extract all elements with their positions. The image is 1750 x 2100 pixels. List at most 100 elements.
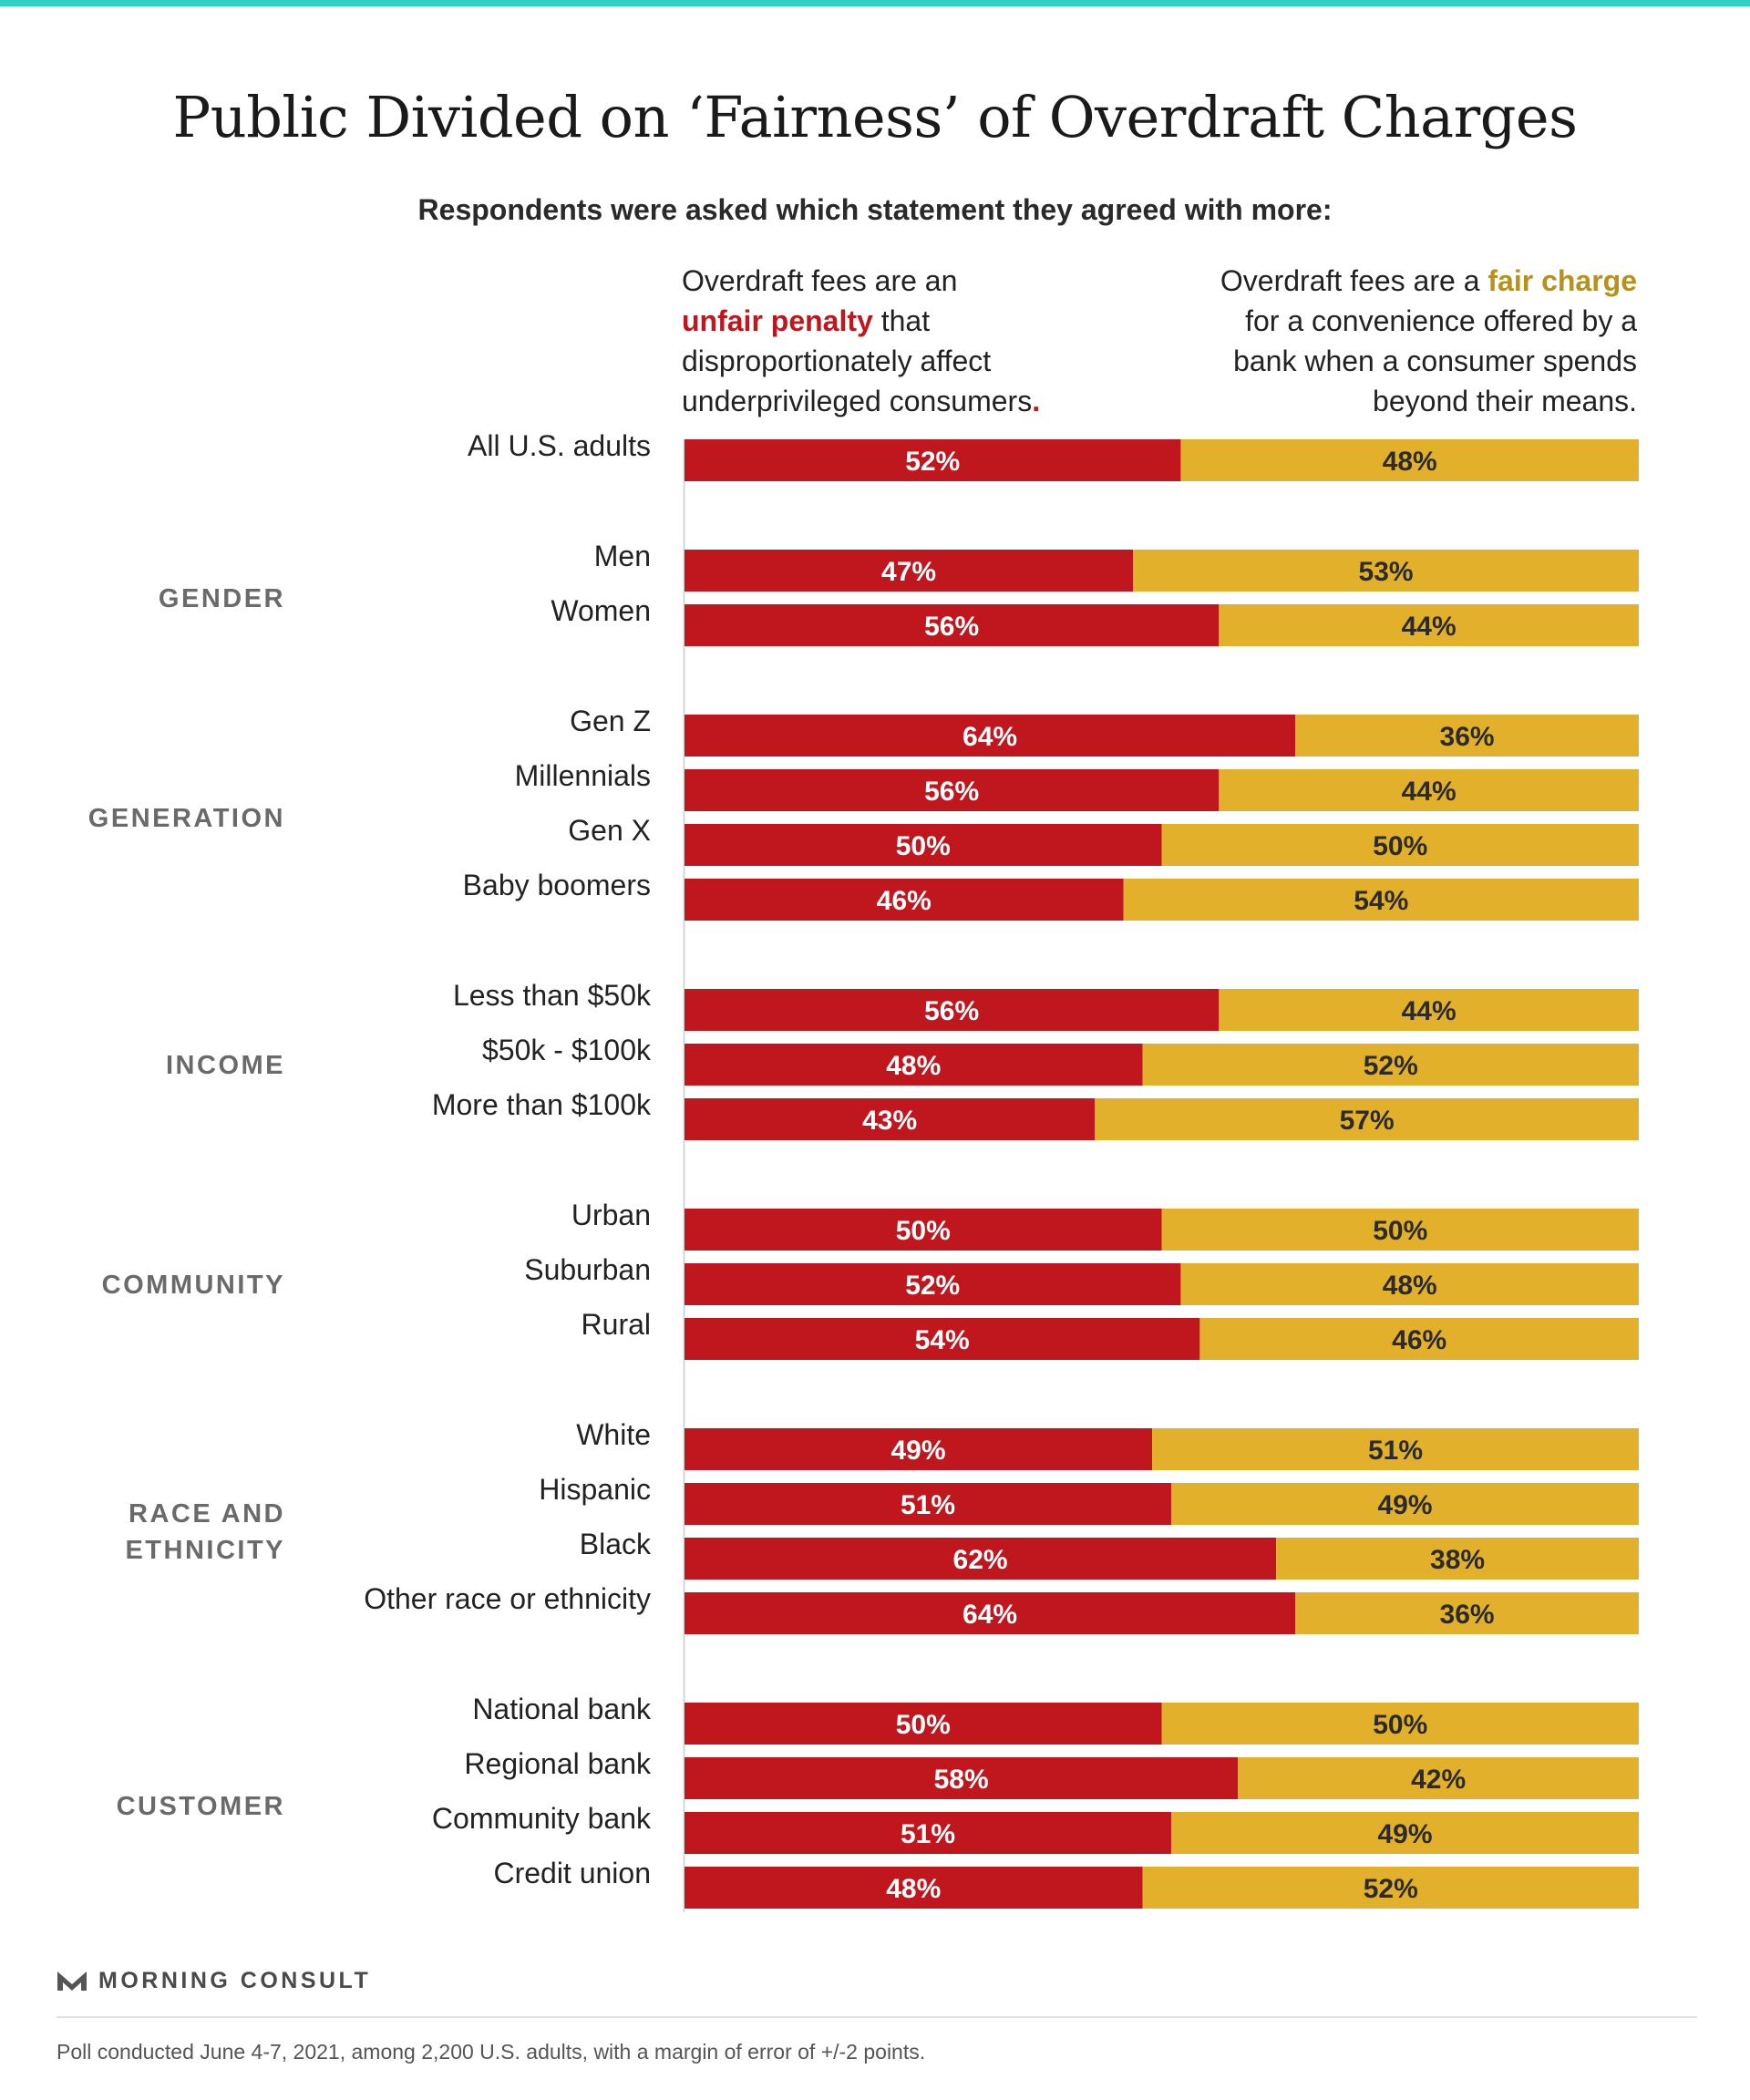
bar-fair-regional-bank xyxy=(1238,1757,1639,1799)
statement-unfair-line4-text: underprivileged consumers xyxy=(682,385,1033,417)
value-label-unfair-credit-union: 48% xyxy=(886,1874,941,1904)
category-label-baby-boomers: Baby boomers xyxy=(463,869,651,901)
category-label-credit-union: Credit union xyxy=(493,1857,651,1889)
category-label-rural: Rural xyxy=(582,1308,651,1341)
value-label-unfair-more-than-100k: 43% xyxy=(862,1106,917,1136)
category-label-50k-100k: $50k - $100k xyxy=(482,1034,652,1066)
value-label-unfair-white: 49% xyxy=(890,1436,945,1466)
value-label-fair-gen-x: 50% xyxy=(1373,831,1427,861)
category-label-gen-x: Gen X xyxy=(568,814,651,847)
bar-fair-more-than-100k xyxy=(1095,1098,1639,1140)
statement-unfair-line1: Overdraft fees are an xyxy=(682,264,958,297)
category-label-gen-z: Gen Z xyxy=(570,705,651,737)
value-label-unfair-baby-boomers: 46% xyxy=(877,886,932,916)
statement-fair-line3: bank when a consumer spends xyxy=(1233,345,1637,377)
bar-unfair-women xyxy=(685,604,1220,646)
value-label-fair-50k-100k: 52% xyxy=(1364,1051,1418,1081)
stacked-bar-chart: GENDER GENERATION INCOME COMMUNITY RACE AND E… xyxy=(88,429,1639,1912)
value-label-unfair-all-u-s-adults: 52% xyxy=(905,447,960,477)
category-label-hispanic: Hispanic xyxy=(539,1473,651,1506)
category-label-millennials: Millennials xyxy=(515,759,651,792)
bar-fair-black xyxy=(1276,1538,1639,1580)
accent-top-bar xyxy=(0,0,1750,6)
bar-unfair-white xyxy=(685,1428,1153,1470)
bar-unfair-urban xyxy=(685,1209,1162,1251)
statement-fair: Overdraft fees are a fair charge for a c… xyxy=(1066,261,1637,421)
value-label-unfair-black: 62% xyxy=(953,1545,1008,1575)
bar-unfair-credit-union xyxy=(685,1867,1143,1909)
group-label-generation: GENERATION xyxy=(88,804,285,833)
value-label-unfair-community-bank: 51% xyxy=(901,1819,955,1849)
value-label-unfair-rural: 54% xyxy=(915,1325,970,1355)
group-label-race-and-ethnicity: RACE AND xyxy=(129,1499,285,1529)
value-label-unfair-gen-x: 50% xyxy=(896,831,951,861)
group-label-gender: GENDER xyxy=(159,584,285,613)
footnote: Poll conducted June 4-7, 2021, among 2,2… xyxy=(57,2040,926,2064)
bar-unfair-all-u-s-adults xyxy=(685,439,1181,481)
statement-unfair-line2: unfair penalty that xyxy=(682,301,1156,341)
category-label-more-than-100k: More than $100k xyxy=(432,1088,652,1121)
value-label-unfair-hispanic: 51% xyxy=(901,1490,955,1520)
value-label-unfair-less-than-50k: 56% xyxy=(924,996,979,1026)
value-label-fair-national-bank: 50% xyxy=(1373,1710,1427,1740)
category-label-other-race-or-ethnicity: Other race or ethnicity xyxy=(364,1582,651,1615)
category-label-men: Men xyxy=(594,540,651,572)
bar-fair-suburban xyxy=(1180,1263,1639,1305)
value-label-fair-women: 44% xyxy=(1402,612,1457,642)
value-label-fair-black: 38% xyxy=(1430,1545,1485,1575)
bar-fair-50k-100k xyxy=(1142,1044,1639,1086)
bar-unfair-black xyxy=(685,1538,1277,1580)
value-label-fair-baby-boomers: 54% xyxy=(1354,886,1408,916)
bar-unfair-men xyxy=(685,550,1134,592)
category-label-all-u-s-adults: All U.S. adults xyxy=(468,429,651,462)
group-label-income: INCOME xyxy=(166,1051,285,1080)
bar-unfair-baby-boomers xyxy=(685,879,1124,921)
category-label-urban: Urban xyxy=(571,1199,651,1231)
footer-logo: MORNING CONSULT xyxy=(57,1964,371,1997)
value-label-unfair-women: 56% xyxy=(924,612,979,642)
bar-fair-national-bank xyxy=(1161,1703,1639,1745)
value-label-fair-millennials: 44% xyxy=(1402,777,1457,807)
category-label-suburban: Suburban xyxy=(524,1253,651,1286)
bar-unfair-less-than-50k xyxy=(685,989,1220,1031)
value-label-unfair-gen-z: 64% xyxy=(962,722,1017,752)
value-label-unfair-national-bank: 50% xyxy=(896,1710,951,1740)
unfair-penalty-highlight: unfair penalty xyxy=(682,304,873,337)
value-label-unfair-men: 47% xyxy=(881,557,936,587)
bar-fair-urban xyxy=(1161,1209,1639,1251)
value-label-fair-credit-union: 52% xyxy=(1364,1874,1418,1904)
value-label-unfair-other-race-or-ethnicity: 64% xyxy=(962,1600,1017,1630)
statement-fair-line1-text: Overdraft fees are a xyxy=(1220,264,1488,297)
category-label-community-bank: Community bank xyxy=(432,1802,652,1835)
bar-fair-credit-union xyxy=(1142,1867,1639,1909)
bar-unfair-more-than-100k xyxy=(685,1098,1096,1140)
bar-fair-community-bank xyxy=(1170,1812,1639,1854)
bar-unfair-suburban xyxy=(685,1263,1181,1305)
bar-fair-gen-x xyxy=(1161,824,1639,866)
bar-unfair-hispanic xyxy=(685,1483,1171,1525)
chart-subtitle: Respondents were asked which statement t… xyxy=(417,193,1333,226)
value-label-fair-gen-z: 36% xyxy=(1440,722,1495,752)
statement-unfair-line4: underprivileged consumers. xyxy=(682,381,1156,421)
bar-unfair-gen-x xyxy=(685,824,1162,866)
value-label-fair-men: 53% xyxy=(1359,557,1414,587)
value-label-unfair-urban: 50% xyxy=(896,1216,951,1246)
logo-text: MORNING CONSULT xyxy=(98,1967,372,1993)
group-label-race-and-ethnicity: ETHNICITY xyxy=(125,1536,285,1565)
statement-unfair-period: . xyxy=(1032,385,1041,417)
bar-fair-gen-z xyxy=(1295,715,1639,757)
value-label-fair-suburban: 48% xyxy=(1383,1271,1437,1301)
bar-fair-women xyxy=(1219,604,1639,646)
category-label-less-than-50k: Less than $50k xyxy=(453,979,652,1012)
bar-fair-baby-boomers xyxy=(1123,879,1639,921)
value-label-fair-regional-bank: 42% xyxy=(1411,1765,1466,1795)
statement-fair-line2: for a convenience offered by a xyxy=(1245,304,1637,337)
value-label-unfair-50k-100k: 48% xyxy=(886,1051,941,1081)
value-label-fair-rural: 46% xyxy=(1392,1325,1446,1355)
bar-unfair-community-bank xyxy=(685,1812,1171,1854)
fair-charge-highlight: fair charge xyxy=(1488,264,1637,297)
value-label-fair-hispanic: 49% xyxy=(1377,1490,1432,1520)
bar-fair-hispanic xyxy=(1170,1483,1639,1525)
bar-fair-other-race-or-ethnicity xyxy=(1295,1592,1639,1634)
value-label-fair-more-than-100k: 57% xyxy=(1340,1106,1395,1136)
